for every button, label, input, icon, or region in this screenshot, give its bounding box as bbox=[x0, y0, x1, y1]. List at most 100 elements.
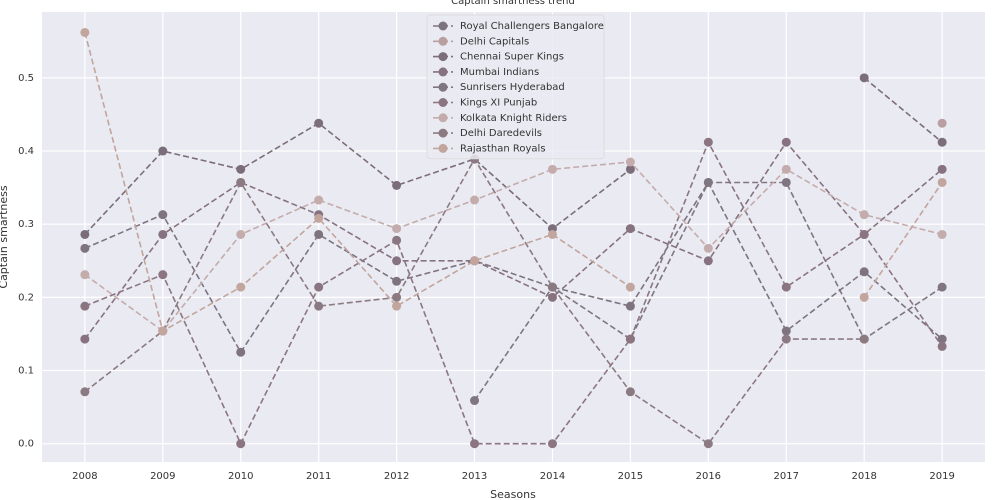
point bbox=[314, 195, 324, 205]
point bbox=[859, 210, 869, 220]
point bbox=[625, 164, 635, 174]
series-line bbox=[84, 32, 943, 333]
point bbox=[781, 334, 791, 344]
legend-marker bbox=[438, 52, 448, 62]
series-line bbox=[84, 161, 943, 333]
point bbox=[80, 270, 90, 280]
point bbox=[625, 224, 635, 234]
point bbox=[781, 164, 791, 174]
point bbox=[937, 334, 947, 344]
point bbox=[703, 177, 713, 187]
point bbox=[781, 137, 791, 147]
point bbox=[392, 301, 402, 311]
point bbox=[314, 213, 324, 223]
point bbox=[703, 256, 713, 266]
y-tick-label: 0.3 bbox=[18, 219, 34, 230]
point bbox=[937, 137, 947, 147]
series-line bbox=[84, 77, 943, 235]
point bbox=[937, 164, 947, 174]
point bbox=[392, 292, 402, 302]
point bbox=[937, 177, 947, 187]
point bbox=[625, 387, 635, 397]
point bbox=[392, 235, 402, 245]
point bbox=[859, 267, 869, 277]
legend-box bbox=[426, 14, 605, 160]
x-tick-label: 2010 bbox=[228, 471, 253, 482]
point bbox=[625, 301, 635, 311]
point bbox=[625, 282, 635, 292]
chart-title: Captain smartness trend bbox=[451, 0, 575, 7]
y-tick-label: 0.2 bbox=[18, 292, 34, 303]
legend-label: Delhi Daredevils bbox=[460, 128, 542, 139]
x-tick-label: 2008 bbox=[72, 471, 97, 482]
x-tick-label: 2013 bbox=[462, 471, 487, 482]
point bbox=[470, 439, 480, 449]
legend-label: Chennai Super Kings bbox=[460, 52, 564, 63]
point bbox=[236, 347, 246, 357]
point bbox=[392, 180, 402, 190]
x-tick-label: 2017 bbox=[774, 471, 799, 482]
point bbox=[158, 326, 168, 336]
point bbox=[937, 118, 947, 128]
point bbox=[314, 301, 324, 311]
point bbox=[80, 27, 90, 37]
point bbox=[80, 387, 90, 397]
point bbox=[158, 146, 168, 156]
x-tick-label: 2014 bbox=[540, 471, 565, 482]
point bbox=[470, 396, 480, 406]
x-tick-label: 2009 bbox=[150, 471, 175, 482]
point bbox=[781, 326, 791, 336]
point bbox=[781, 282, 791, 292]
series-line bbox=[84, 140, 943, 446]
point bbox=[314, 282, 324, 292]
legend-marker bbox=[438, 67, 448, 77]
y-tick-label: 0.0 bbox=[18, 439, 34, 450]
point bbox=[937, 282, 947, 292]
point bbox=[236, 282, 246, 292]
point bbox=[470, 195, 480, 205]
y-axis-label: Captain smartness bbox=[0, 185, 10, 288]
point bbox=[80, 301, 90, 311]
legend-marker bbox=[438, 36, 448, 46]
point bbox=[80, 334, 90, 344]
point bbox=[703, 137, 713, 147]
x-tick-label: 2015 bbox=[618, 471, 643, 482]
legend-marker bbox=[438, 128, 448, 138]
point bbox=[470, 256, 480, 266]
point bbox=[392, 276, 402, 286]
point bbox=[937, 341, 947, 351]
legend-label: Kings XI Punjab bbox=[460, 98, 537, 109]
x-tick-label: 2011 bbox=[306, 471, 331, 482]
point bbox=[703, 439, 713, 449]
point bbox=[547, 292, 557, 302]
point bbox=[392, 256, 402, 266]
point bbox=[314, 229, 324, 239]
legend-label: Sunrisers Hyderabad bbox=[460, 82, 565, 93]
point bbox=[80, 229, 90, 239]
series-line bbox=[84, 180, 943, 354]
point bbox=[236, 439, 246, 449]
point bbox=[158, 210, 168, 220]
point bbox=[547, 282, 557, 292]
legend-label: Mumbai Indians bbox=[460, 67, 539, 78]
point bbox=[859, 229, 869, 239]
y-tick-label: 0.4 bbox=[18, 146, 34, 157]
point bbox=[547, 229, 557, 239]
point bbox=[236, 177, 246, 187]
x-tick-label: 2019 bbox=[929, 471, 954, 482]
point bbox=[80, 243, 90, 253]
point bbox=[703, 243, 713, 253]
point bbox=[859, 73, 869, 83]
legend-label: Kolkata Knight Riders bbox=[460, 113, 567, 124]
point bbox=[625, 157, 635, 167]
legend-marker bbox=[438, 98, 448, 107]
legend-marker bbox=[438, 82, 448, 92]
x-axis-label: Seasons bbox=[490, 488, 536, 500]
point bbox=[158, 229, 168, 239]
x-tick-label: 2016 bbox=[696, 471, 721, 482]
legend-label: Rajasthan Royals bbox=[460, 143, 546, 154]
legend: Royal Challengers Bangalore Delhi Capital… bbox=[426, 14, 605, 160]
point bbox=[314, 118, 324, 128]
point bbox=[859, 292, 869, 302]
